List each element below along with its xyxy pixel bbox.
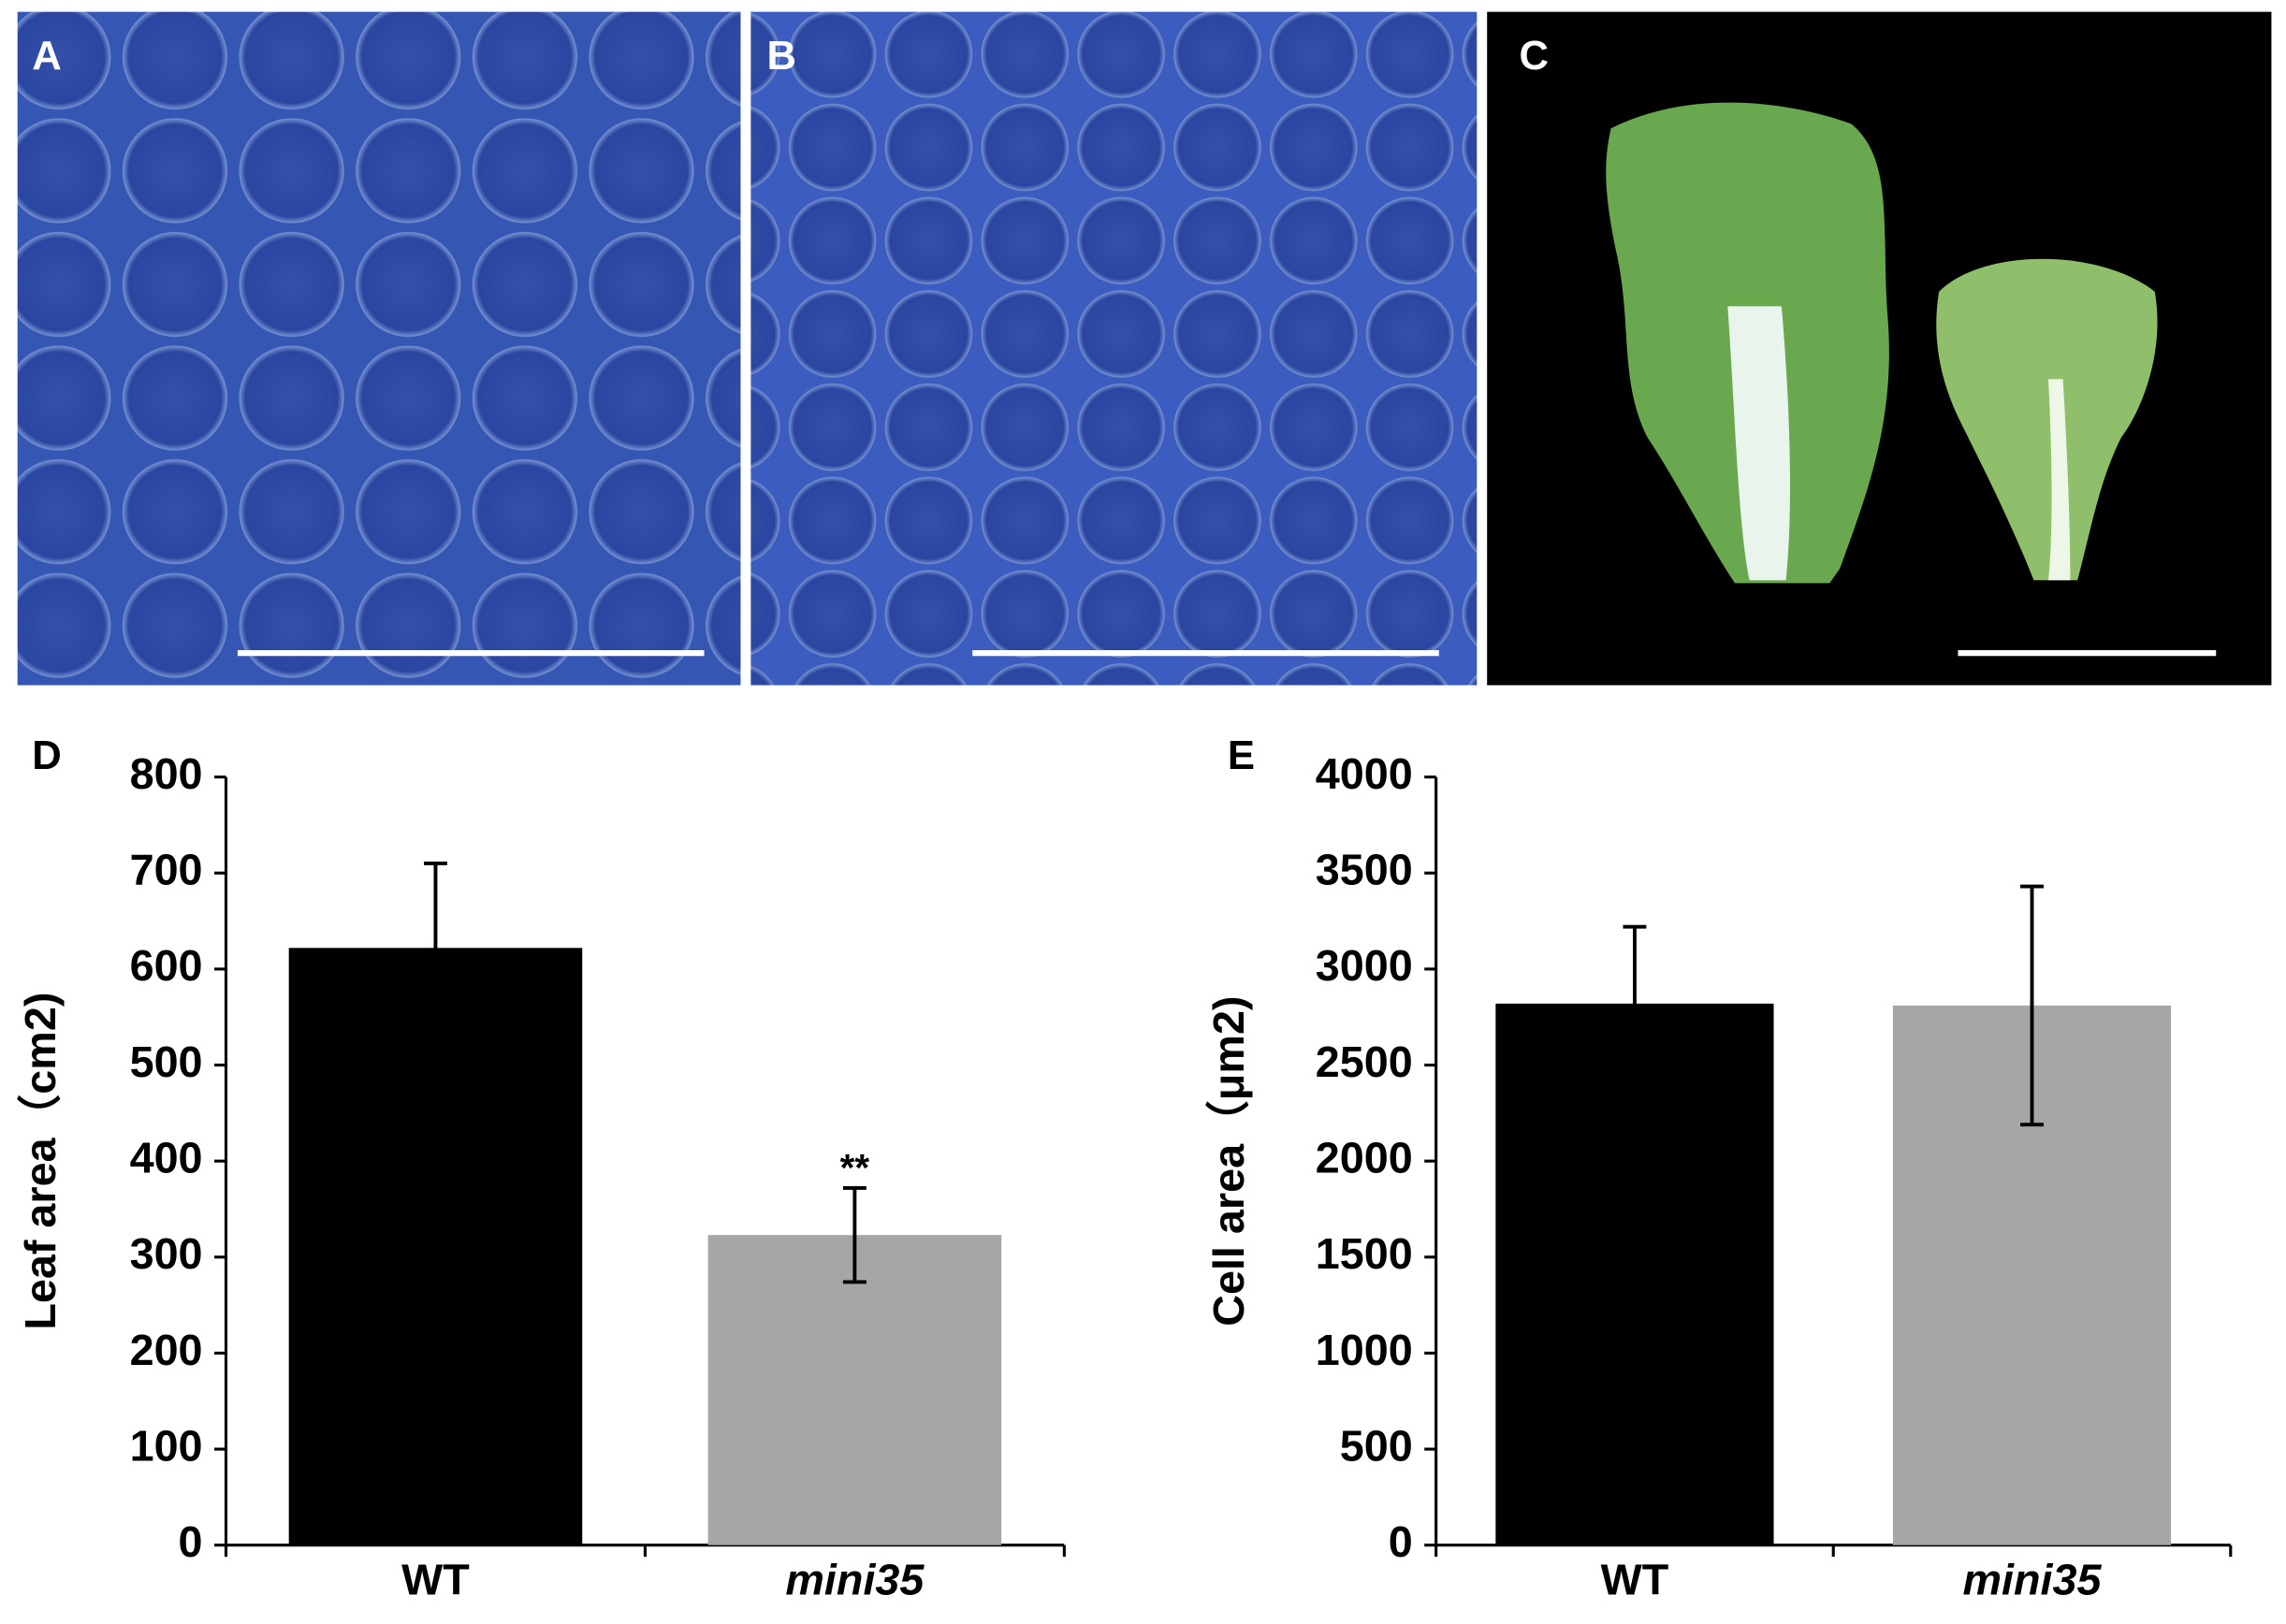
x-tick-label: WT — [1601, 1556, 1669, 1604]
y-tick-label: 100 — [130, 1421, 203, 1470]
panel-label: C — [1519, 34, 1549, 79]
y-tick-label: 200 — [130, 1326, 203, 1374]
y-tick-label: 0 — [179, 1517, 203, 1566]
error-bar — [423, 862, 447, 1035]
panel-label: B — [767, 34, 797, 79]
x-tick-label: mini35 — [785, 1556, 925, 1604]
x-tick-label: mini35 — [1962, 1556, 2102, 1604]
photo-c — [1487, 11, 2272, 686]
y-axis-label: Cell area（μm2) — [1204, 996, 1253, 1327]
y-tick-label: 500 — [130, 1037, 203, 1086]
panel-label: E — [1228, 733, 1255, 778]
panel-label: A — [32, 34, 62, 79]
y-tick-label: 800 — [130, 749, 203, 798]
y-tick-label: 600 — [130, 941, 203, 990]
significance: ** — [840, 1146, 870, 1189]
error-bar — [1623, 924, 1647, 1082]
y-tick-label: 400 — [130, 1133, 203, 1182]
error-bar — [2020, 884, 2044, 1127]
y-tick-label: 700 — [130, 846, 203, 894]
panel-label: D — [32, 733, 62, 778]
y-tick-label: 2000 — [1316, 1133, 1413, 1182]
photo-a — [17, 11, 741, 686]
photo-b — [750, 11, 1478, 686]
y-tick-label: 300 — [130, 1229, 203, 1278]
x-tick-label: WT — [401, 1556, 470, 1604]
y-tick-label: 3000 — [1316, 941, 1413, 990]
y-tick-label: 1000 — [1316, 1326, 1413, 1374]
y-tick-label: 2500 — [1316, 1037, 1413, 1086]
bar — [1495, 1003, 1774, 1545]
error-bar — [842, 1185, 866, 1284]
y-tick-label: 0 — [1389, 1517, 1413, 1566]
bar — [707, 1235, 1002, 1545]
y-tick-label: 1500 — [1316, 1229, 1413, 1278]
bar — [288, 948, 583, 1545]
y-axis-label: Leaf area（cm2) — [16, 993, 65, 1330]
y-tick-label: 3500 — [1316, 846, 1413, 894]
y-tick-label: 4000 — [1316, 749, 1413, 798]
y-tick-label: 500 — [1340, 1421, 1413, 1470]
